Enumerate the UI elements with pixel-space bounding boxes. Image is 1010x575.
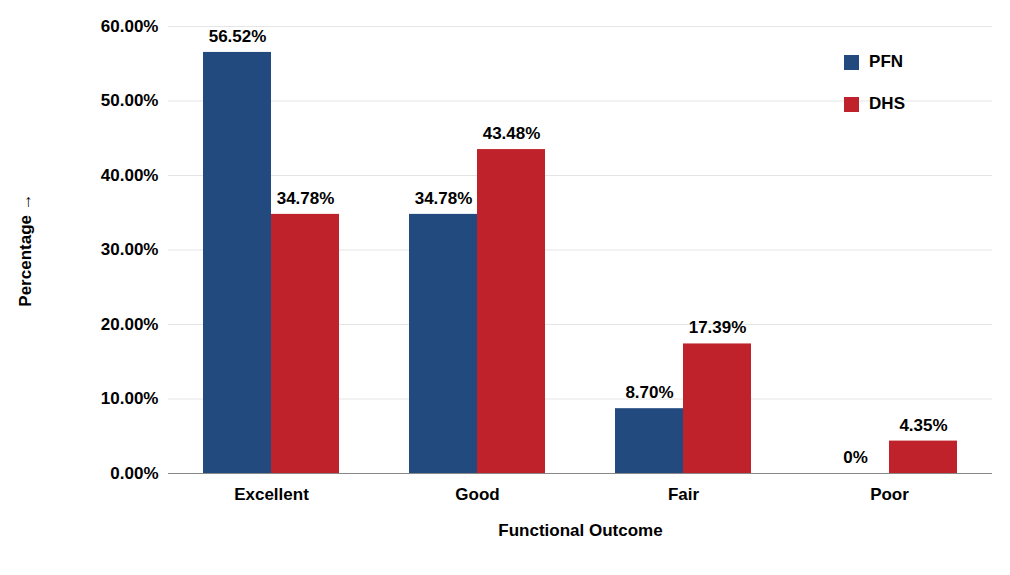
svg-text:Fair: Fair (668, 485, 700, 504)
svg-text:34.78%: 34.78% (277, 189, 335, 208)
svg-text:40.00%: 40.00% (101, 166, 159, 185)
html-text:PFN: PFN (869, 52, 904, 71)
svg-text:8.70%: 8.70% (625, 383, 673, 402)
svg-text:0.00%: 0.00% (110, 464, 158, 483)
svg-text:Functional Outcome: Functional Outcome (498, 521, 662, 540)
svg-text:4.35%: 4.35% (899, 416, 947, 435)
svg-text:Poor: Poor (870, 485, 909, 504)
svg-text:Good: Good (455, 485, 499, 504)
svg-text:56.52%: 56.52% (209, 27, 267, 46)
svg-text:43.48%: 43.48% (483, 124, 541, 143)
svg-text:30.00%: 30.00% (101, 240, 159, 259)
html-text:DHS: DHS (869, 94, 905, 113)
svg-text:Percentage →: Percentage → (16, 193, 35, 306)
svg-text:10.00%: 10.00% (101, 389, 159, 408)
svg-text:0%: 0% (843, 448, 868, 467)
svg-text:60.00%: 60.00% (101, 17, 159, 36)
svg-text:Excellent: Excellent (234, 485, 309, 504)
svg-text:34.78%: 34.78% (415, 189, 473, 208)
svg-text:50.00%: 50.00% (101, 91, 159, 110)
svg-text:20.00%: 20.00% (101, 315, 159, 334)
svg-text:17.39%: 17.39% (689, 318, 747, 337)
